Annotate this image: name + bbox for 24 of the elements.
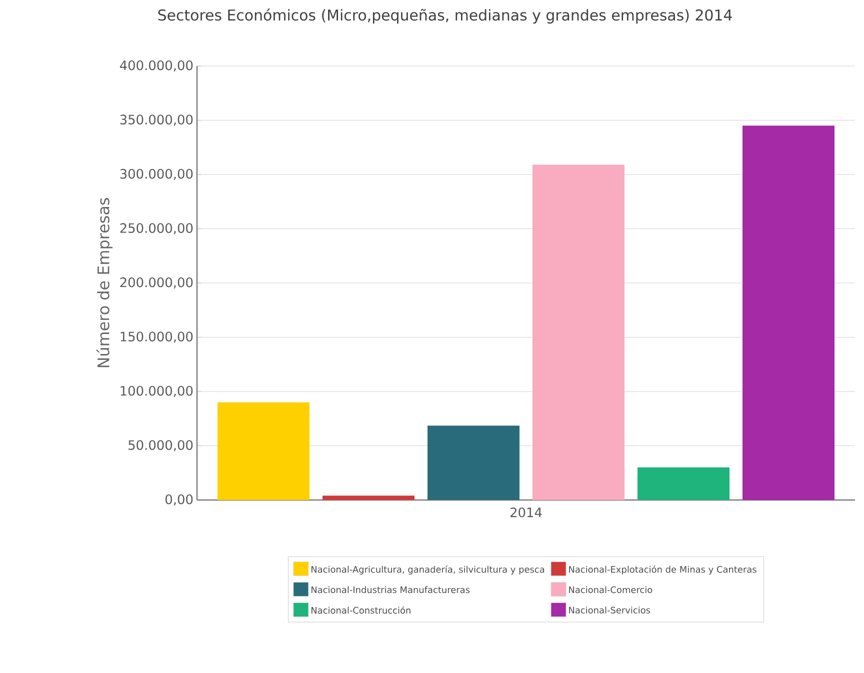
legend-label: Nacional-Servicios: [569, 606, 650, 614]
y-tick-label: 250.000,00: [120, 223, 193, 234]
y-tick-label: 200.000,00: [120, 277, 193, 289]
bar: [532, 164, 625, 500]
y-tick-label: 350.000,00: [120, 114, 193, 126]
bar: [218, 402, 310, 500]
y-tick-label: 100.000,00: [120, 386, 193, 398]
legend-label: Nacional-Agricultura, ganadería, silvicultura y pesca: [312, 565, 544, 575]
y-tick-label: 50.000,00: [128, 440, 193, 452]
legend-label: Nacional-Industrias Manufactureras: [312, 586, 470, 594]
y-tick-label: 300.000,00: [120, 168, 193, 180]
bar: [428, 426, 520, 500]
y-tick-label: 150.000,00: [120, 332, 193, 343]
legend-label: Nacional-Explotación de Minas y Canteras: [569, 565, 756, 575]
y-tick-label: 0,00: [166, 494, 193, 506]
bar: [742, 126, 835, 500]
bar: [322, 496, 415, 500]
y-tick-label: 400.000,00: [120, 60, 193, 72]
legend-label: Nacional-Construcción: [312, 606, 410, 614]
legend-label: Nacional-Comercio: [569, 586, 652, 594]
x-tick-label: 2014: [510, 508, 542, 518]
y-axis-title: Número de Empresas: [96, 198, 112, 368]
chart-title: Sectores Económicos (Micro,pequeñas, medianas y grandes empresas) 2014: [158, 8, 732, 24]
bar: [638, 467, 730, 500]
